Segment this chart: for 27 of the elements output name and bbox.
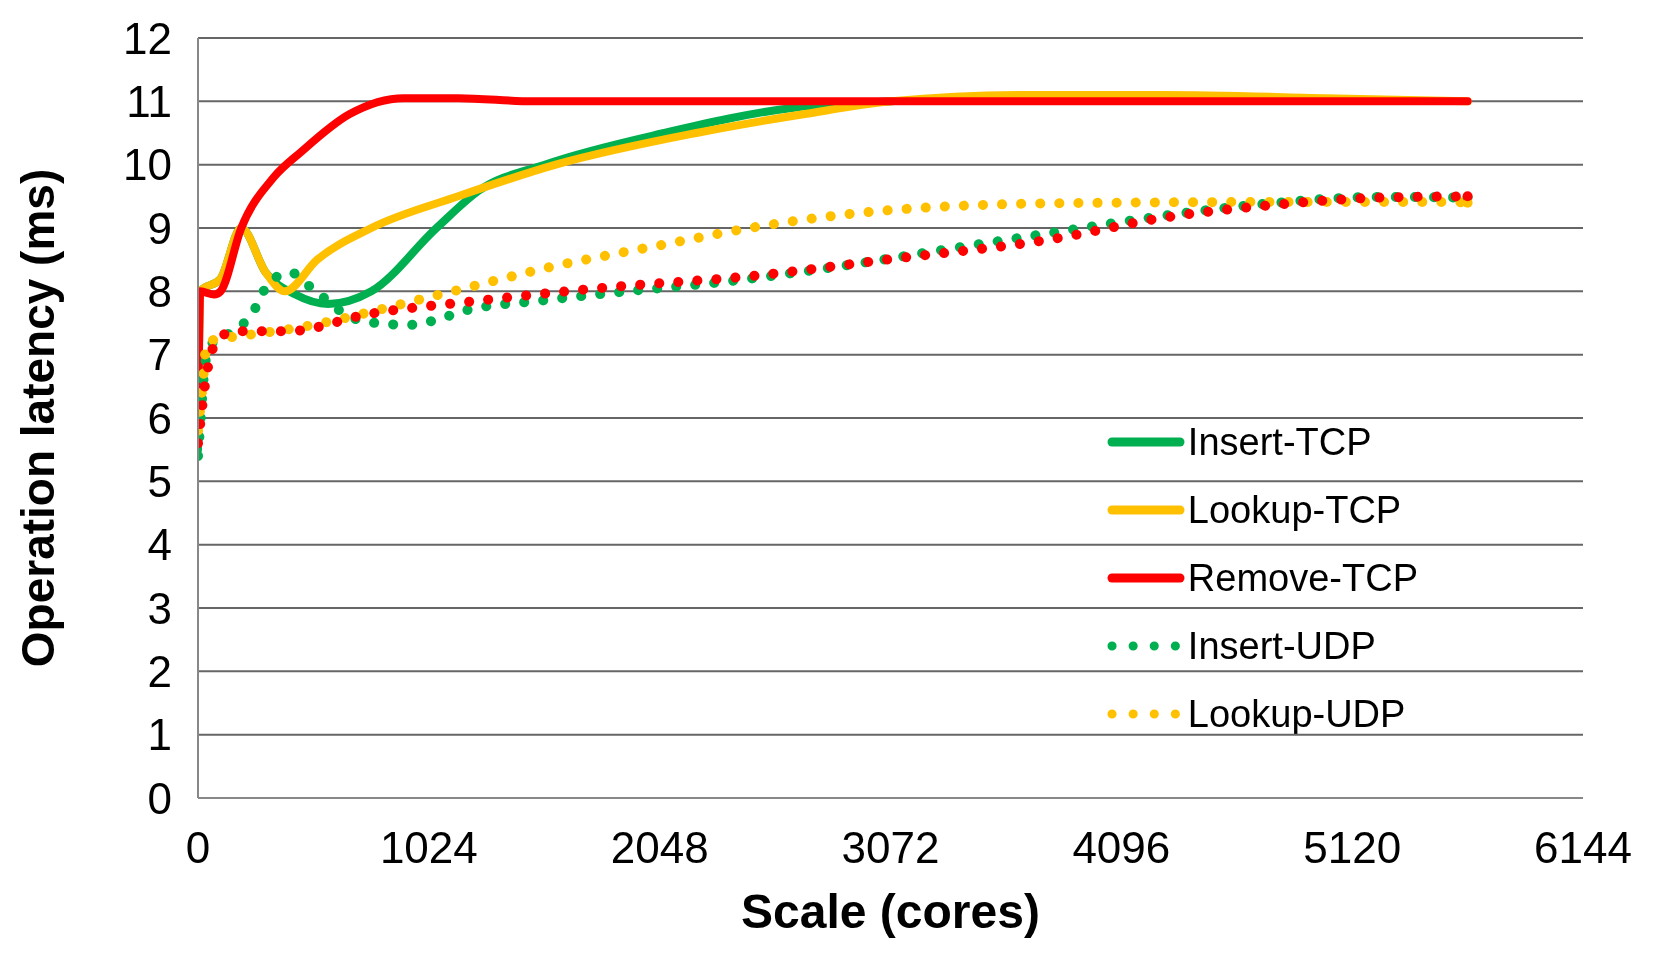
y-tick-label: 4 — [147, 520, 172, 570]
y-tick-label: 7 — [147, 330, 172, 380]
x-tick-label: 0 — [185, 823, 211, 873]
x-tick-label: 4096 — [1072, 823, 1171, 873]
y-tick-label: 1 — [147, 710, 172, 760]
x-tick-label: 6144 — [1534, 823, 1632, 873]
y-tick-label: 2 — [147, 646, 172, 696]
x-tick-label: 5120 — [1303, 823, 1402, 873]
legend-label: Lookup-UDP — [1187, 692, 1406, 736]
y-tick-label: 9 — [147, 203, 172, 253]
y-tick-label: 5 — [147, 456, 172, 506]
y-tick-label: 10 — [123, 140, 172, 190]
y-tick-label: 3 — [147, 583, 172, 633]
y-tick-label: 11 — [126, 76, 172, 126]
x-axis-title: Scale (cores) — [741, 885, 1040, 938]
y-tick-label: 6 — [147, 393, 172, 443]
x-tick-label: 3072 — [841, 823, 940, 873]
legend-label: Insert-TCP — [1187, 420, 1372, 464]
y-axis-title: Operation latency (ms) — [12, 168, 65, 668]
legend-label: Remove-TCP — [1187, 556, 1418, 600]
y-tick-label: 0 — [147, 773, 172, 823]
y-tick-label: 12 — [123, 13, 172, 63]
x-tick-label: 1024 — [379, 823, 478, 873]
x-tick-label: 2048 — [610, 823, 709, 873]
y-tick-label: 8 — [147, 266, 172, 316]
legend-label: Lookup-TCP — [1187, 488, 1402, 532]
legend-label: Insert-UDP — [1187, 624, 1376, 668]
